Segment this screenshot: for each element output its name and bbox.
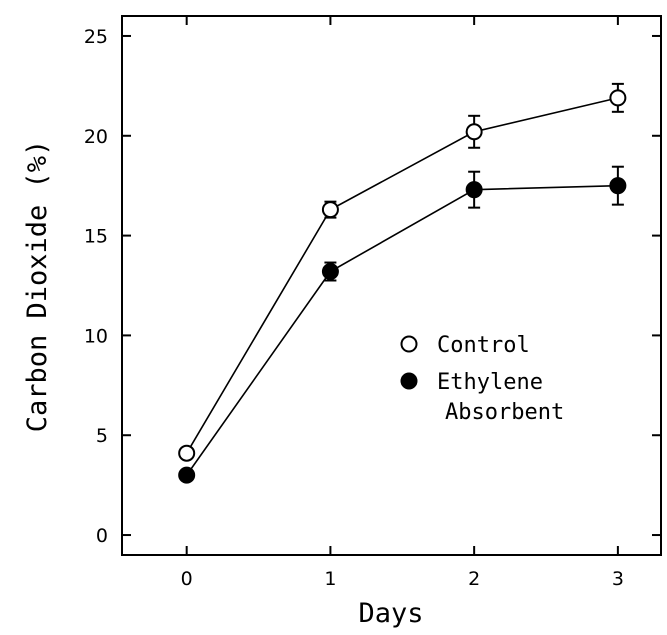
x-tick-label: 3 — [612, 568, 624, 590]
legend-label: Absorbent — [445, 400, 564, 425]
y-axis-title: Carbon Dioxide (%) — [22, 140, 53, 433]
x-tick-label: 1 — [324, 568, 336, 590]
y-tick-label: 0 — [96, 525, 108, 547]
series-line-1 — [186, 184, 618, 476]
data-point-control — [178, 444, 196, 462]
data-point-ethylene-absorbent — [465, 181, 483, 199]
y-tick-label: 15 — [84, 226, 108, 248]
x-axis-title: Days — [358, 598, 423, 629]
legend-marker-0 — [400, 335, 418, 353]
plot-frame — [121, 15, 662, 556]
series-line-0 — [185, 97, 619, 454]
data-point-control — [465, 123, 483, 141]
legend-marker-1 — [400, 372, 418, 390]
x-tick-label: 0 — [181, 568, 193, 590]
y-axis-ticks: 0 5 10 15 20 25 — [84, 26, 661, 547]
legend-label: Control — [437, 333, 530, 358]
series-layer — [178, 82, 627, 484]
y-tick-label: 5 — [96, 425, 108, 447]
data-point-ethylene-absorbent — [178, 466, 196, 484]
data-point-ethylene-absorbent — [609, 177, 627, 195]
data-point-control — [321, 201, 339, 219]
y-tick-label: 10 — [84, 325, 108, 347]
data-point-ethylene-absorbent — [321, 263, 339, 281]
y-tick-label: 25 — [84, 26, 108, 48]
legend-label: Ethylene — [437, 370, 543, 395]
legend: Control Ethylene Absorbent — [400, 333, 564, 425]
data-point-control — [609, 89, 627, 107]
y-tick-label: 20 — [84, 126, 108, 148]
x-axis-ticks: 0 1 2 3 — [181, 16, 624, 590]
x-tick-label: 2 — [468, 568, 480, 590]
